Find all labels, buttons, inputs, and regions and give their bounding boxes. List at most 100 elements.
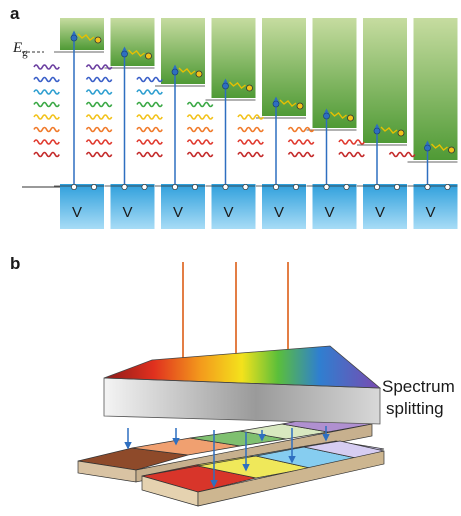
valence-band-block [363,184,407,229]
valence-label: V [224,204,234,221]
thermalization-zigzag [178,67,196,75]
conduction-band-block [312,18,357,128]
conduction-band-block [262,18,306,116]
valence-band-block [262,184,306,229]
photon-wave [186,139,214,145]
thermalization-zigzag [380,126,398,134]
electron-dot [397,129,405,137]
valence-band-block [413,184,458,229]
electron-dot [94,36,102,44]
valence-label: V [123,204,133,221]
splitter-top-face [104,346,380,388]
conduction-band-block [211,18,256,98]
valence-band-block [60,184,104,229]
photon-wave [186,126,214,133]
sub-cell-array [77,415,385,507]
valence-label: V [274,204,284,221]
hole-dot [323,184,330,190]
electron-dot [448,146,455,154]
panel-a-label: a [10,4,20,23]
electron-excited-dot [121,50,128,58]
photon-wave [136,101,163,108]
photon-wave [85,64,113,70]
photon-wave [136,151,163,158]
photon-wave [85,89,113,95]
electron-excited-dot [373,127,381,135]
photon-wave [136,76,163,83]
valence-label: V [375,204,385,221]
hole-dot [444,184,451,190]
photon-wave [237,139,264,145]
thermalization-zigzag [431,143,448,151]
valence-label: V [72,204,82,221]
thermalization-zigzag [77,33,95,41]
photon-wave [136,114,163,120]
photon-wave [237,126,264,133]
photon-wave [136,89,163,95]
electron-excited-dot [222,82,229,90]
hole-dot [374,184,380,190]
valence-label: V [173,204,183,221]
valence-label: V [325,204,335,221]
photon-wave [237,151,264,158]
photon-wave [33,139,60,145]
hole-dot [192,184,198,190]
photon-wave [33,89,60,95]
photon-wave [338,151,365,158]
hole-dot [394,184,400,190]
photon-wave [85,101,113,108]
splitter-top-outline [103,345,382,389]
thermalization-zigzag [229,81,246,89]
spectrum-splitter-block [103,345,382,425]
panel-b-label: b [10,254,21,273]
photon-wave [33,64,60,70]
splitting-label-line2: splitting [386,399,444,418]
valence-band-block [312,184,357,229]
thermalization-zigzag [128,49,145,57]
photon-wave [85,114,113,120]
photon-wave [287,151,315,158]
hole-dot [141,184,148,190]
hole-dot [91,184,97,190]
electron-excited-dot [323,112,330,120]
bandgap-label: Eg [13,40,28,59]
hole-dot [424,184,431,190]
electron-dot [347,114,354,122]
photon-wave [186,101,214,108]
hole-dot [222,184,229,190]
electron-dot [296,102,304,110]
hole-dot [242,184,249,190]
hole-dot [71,184,77,190]
photon-wave [33,126,60,133]
conduction-band-block [60,18,104,50]
electron-excited-dot [171,68,179,76]
photon-wave [33,114,60,120]
hole-dot [293,184,299,190]
photon-wave [287,126,315,133]
photon-wave [136,126,163,133]
electron-excited-dot [424,144,431,152]
electron-dot [195,70,203,78]
thermalization-zigzag [279,99,297,107]
valence-band-block [211,184,256,229]
bandgap-symbol: E [13,40,23,56]
hole-dot [343,184,350,190]
conduction-band-block [363,18,407,143]
photon-wave [287,139,315,145]
photon-wave [33,101,60,108]
hole-dot [172,184,178,190]
photon-wave [338,139,365,145]
valence-band-block [161,184,205,229]
thermalization-zigzag [330,111,347,119]
photon-wave [186,151,214,158]
electron-excited-dot [272,100,280,108]
panel-b-spectrum-splitting [77,262,385,507]
photon-wave [33,151,60,158]
split-light-arrows [124,426,330,488]
hole-dot [273,184,279,190]
photon-wave [388,151,416,158]
photon-wave [85,139,113,145]
conduction-band-block [413,18,458,160]
